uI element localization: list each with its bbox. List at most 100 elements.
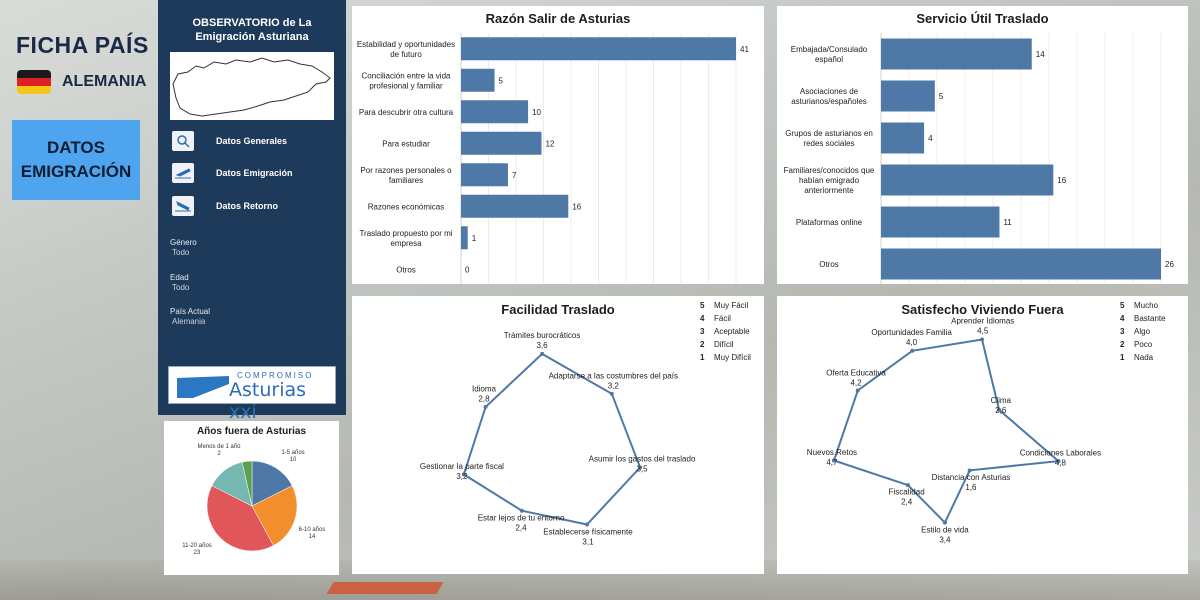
radar-axis-label: Aprender Idiomas [951, 317, 1014, 326]
chart-satisfecho: Satisfecho Viviendo Fuera Aprender Idiom… [777, 296, 1188, 574]
bar-value-label: 14 [1036, 50, 1045, 59]
radar-point [905, 483, 910, 488]
legend-number: 3 [1120, 327, 1125, 336]
plane-landing-icon [172, 196, 194, 216]
radar-point [910, 348, 915, 353]
pie-slice [251, 485, 298, 546]
legend-number: 4 [700, 314, 705, 323]
nav-datos-retorno[interactable]: Datos Retorno [172, 195, 342, 217]
bar [881, 38, 1032, 70]
category-label: Conciliación entre la vida profesional y … [362, 71, 451, 90]
radar-point [540, 351, 545, 356]
category-label: Para estudiar [382, 139, 430, 148]
category-label-line: Por razones personales o [360, 166, 452, 175]
category-label: Para descubrir otra cultura [359, 108, 454, 117]
category-label: Razones económicas [368, 202, 444, 211]
bar [461, 37, 736, 61]
radar-value-label: 4,8 [1055, 458, 1067, 467]
background-stripe [326, 582, 444, 594]
chart-razon-svg: 41 Estabilidad y oportunidades de futuro 5 C… [357, 33, 749, 284]
category-label-line: Conciliación entre la vida [362, 71, 451, 80]
radar-value-label: 3,5 [636, 465, 648, 474]
radar-axis-label: Distancia con Asturias [932, 473, 1011, 482]
filter-genero-label: Género [170, 238, 197, 247]
category-label: Familiares/conocidos que habían emigrado a… [784, 166, 875, 195]
filter-genero-value[interactable]: Todo [172, 248, 190, 257]
legend-number: 5 [1120, 301, 1125, 310]
category-label-line: empresa [390, 239, 422, 248]
filter-pais-value[interactable]: Alemania [172, 317, 206, 326]
radar-point [980, 337, 985, 342]
flag-stripe-gold [17, 86, 51, 94]
radar-value-label: 4,7 [826, 458, 838, 467]
legend-number: 5 [700, 301, 705, 310]
pie-slice-label: 1-5 años [281, 450, 304, 456]
category-label-line: Plataformas online [796, 218, 863, 227]
ficha-title: FICHA PAÍS [16, 32, 149, 58]
logo-text-compromiso: COMPROMISO [237, 371, 314, 380]
category-label-line: Asociaciones de [800, 87, 859, 96]
bar-value-label: 41 [740, 45, 749, 54]
observatorio-title-line2: Emigración Asturiana [195, 31, 309, 43]
legend-label: Muy Fácil [714, 301, 748, 310]
radar-point [942, 520, 947, 525]
category-label-line: Razones económicas [368, 202, 444, 211]
bar [461, 68, 495, 92]
category-label: Por razones personales o familiares [360, 166, 452, 185]
radar-point [461, 472, 466, 477]
nav-datos-generales[interactable]: Datos Generales [172, 130, 342, 152]
radar-point [609, 391, 614, 396]
search-map-icon [172, 131, 194, 151]
bar-value-label: 0 [465, 265, 470, 274]
bar-value-label: 1 [472, 234, 477, 243]
pie-slice-value: 10 [290, 457, 297, 463]
radar-axis-label: Asumir los gastos del traslado [589, 455, 696, 464]
category-label-line: Familiares/conocidos que [784, 166, 875, 175]
bar-value-label: 5 [499, 76, 504, 85]
radar-axis-label: Fiscalidad [889, 488, 925, 497]
category-label-line: Grupos de asturianos en [785, 129, 873, 138]
radar-value-label: 4,2 [850, 379, 862, 388]
category-label: Otros [819, 260, 839, 269]
flag-stripe-black [17, 70, 51, 78]
category-label-line: anteriormente [804, 186, 854, 195]
nav-label-emigracion: Datos Emigración [216, 168, 293, 178]
legend-label: Mucho [1134, 301, 1159, 310]
bar [881, 122, 925, 154]
category-label-line: familiares [389, 176, 423, 185]
radar-axis-label: Adaptarse a las costumbres del país [549, 371, 678, 380]
bar [461, 163, 508, 187]
radar-value-label: 3,2 [456, 472, 468, 481]
radar-value-label: 3,4 [939, 536, 951, 545]
pie-slice-value: 23 [194, 550, 201, 556]
nav-datos-emigracion[interactable]: Datos Emigración [172, 162, 342, 184]
legend-number: 3 [700, 327, 705, 336]
asturias-outline-icon [172, 57, 331, 117]
germany-flag-icon [17, 70, 51, 94]
bar-value-label: 7 [512, 171, 517, 180]
nav-label-generales: Datos Generales [216, 136, 288, 146]
radar-axis-label: Trámites burocráticos [504, 331, 581, 340]
bar [881, 206, 1000, 238]
radar-point [855, 388, 860, 393]
country-name: ALEMANIA [62, 73, 147, 90]
radar-value-label: 2,4 [515, 524, 527, 533]
radar-axis-label: Establecerse físicamente [543, 527, 633, 536]
legend-label: Difícil [714, 340, 734, 349]
radar-value-label: 4,0 [906, 338, 918, 347]
chart-servicio-title: Servicio Útil Traslado [916, 11, 1049, 26]
datos-line2: EMIGRACIÓN [20, 162, 132, 181]
radar-value-label: 2,6 [995, 406, 1007, 415]
legend-label: Bastante [1134, 314, 1166, 323]
datos-emigracion-button[interactable]: DATOS EMIGRACIÓN [12, 120, 140, 200]
legend-number: 2 [1120, 340, 1125, 349]
chart-anos-fuera: Años fuera de Asturias 1-5 años 10 6-10 añ… [164, 421, 339, 575]
chart-razon-title: Razón Salir de Asturias [485, 11, 631, 26]
radar-point [997, 407, 1002, 412]
radar-point [1056, 459, 1061, 464]
pie-slice-label: 11-20 años [182, 543, 212, 549]
filter-edad-value[interactable]: Todo [172, 283, 190, 292]
radar-axis-label: Condiciones Laborales [1020, 448, 1101, 457]
radar-polygon [832, 338, 1061, 525]
